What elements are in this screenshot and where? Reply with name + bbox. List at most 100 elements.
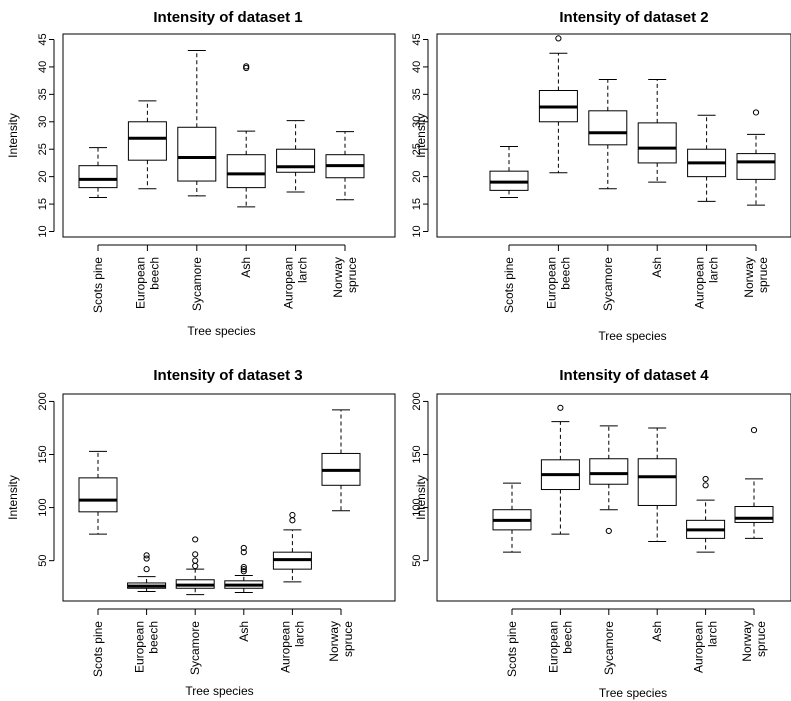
box-6 <box>734 426 774 539</box>
x-tick-label: Europeanbeech <box>133 257 161 309</box>
box-iqr <box>637 458 677 506</box>
x-tick-label-line: Auropean <box>278 621 292 673</box>
outlier-point <box>702 475 709 483</box>
x-tick-label: Europeanbeech <box>544 257 572 309</box>
x-tick-label-line: spruce <box>754 621 768 657</box>
chart-title: Intensity of dataset 3 <box>153 367 302 384</box>
y-tick-label: 45 <box>37 33 49 45</box>
box-iqr <box>78 165 118 189</box>
plot-frame <box>436 33 791 238</box>
box-iqr <box>127 121 167 161</box>
x-tick-label: Sycamore <box>188 621 202 675</box>
x-tick-label-line: European <box>544 257 558 309</box>
x-tick-label-line: larch <box>296 257 310 283</box>
x-tick-label: Scots pine <box>91 257 105 313</box>
box-6 <box>325 131 365 201</box>
box-2 <box>540 404 580 535</box>
outlier-point <box>555 35 562 42</box>
x-tick-label: Ash <box>650 621 664 642</box>
outlier-point <box>605 527 612 535</box>
y-axis-label: Intensity <box>414 475 428 520</box>
y-tick-label: 40 <box>37 61 49 73</box>
x-tick-label-line: Norway <box>742 257 756 298</box>
x-tick-label-line: Auropean <box>692 621 706 673</box>
y-axis: 10 15 20 25 30 35 40 45 <box>37 33 55 238</box>
x-tick-label-line: beech <box>558 257 572 290</box>
y-tick-label: 150 <box>37 445 49 463</box>
box-5 <box>686 475 726 553</box>
outlier-point <box>192 536 199 543</box>
x-tick-label: Europeanbeech <box>546 621 574 673</box>
y-tick-label: 30 <box>37 116 49 128</box>
box-iqr <box>736 153 776 180</box>
x-tick-label-line: European <box>133 257 147 309</box>
chart-title: Intensity of dataset 4 <box>559 367 709 384</box>
box-3 <box>177 49 217 197</box>
y-axis: 50 100 150 200 <box>37 392 55 567</box>
x-axis: Scots pine Europeanbeech Sycamore Ash Aurope… <box>91 244 359 313</box>
box-5 <box>276 120 316 193</box>
x-tick-label: Sycamore <box>602 621 616 675</box>
y-tick-label: 50 <box>411 555 423 567</box>
x-tick-label: Norwayspruce <box>740 621 768 662</box>
box-6 <box>321 409 361 512</box>
x-tick-label-line: beech <box>560 621 574 654</box>
box-2 <box>127 552 167 592</box>
y-tick-label: 45 <box>411 33 423 45</box>
outlier-point <box>289 511 296 519</box>
y-tick-label: 200 <box>37 392 49 410</box>
box-3 <box>588 79 628 190</box>
box-4 <box>224 544 264 594</box>
x-axis-label: Tree species <box>598 329 666 343</box>
y-tick-label: 15 <box>411 198 423 210</box>
chart-panel-3: Intensity of dataset 3 50 100 150 200 Intensi… <box>6 367 396 698</box>
x-tick-label-line: spruce <box>345 257 359 293</box>
y-tick-label: 100 <box>37 498 49 516</box>
x-tick-label-line: larch <box>292 621 306 647</box>
box-4 <box>637 79 677 183</box>
y-tick-label: 200 <box>411 392 423 410</box>
x-tick-label: Sycamore <box>190 257 204 311</box>
box-4 <box>226 63 266 208</box>
outlier-point <box>143 552 150 559</box>
box-1 <box>78 147 118 198</box>
y-tick-label: 35 <box>411 88 423 100</box>
x-tick-label-line: larch <box>707 257 721 283</box>
box-2 <box>127 100 167 190</box>
y-tick-label: 25 <box>411 143 423 155</box>
outlier-point <box>289 517 296 524</box>
box-iqr <box>637 122 677 164</box>
x-tick-label-line: Norway <box>327 621 341 662</box>
x-tick-label: Auropeanlarch <box>278 621 306 673</box>
x-tick-label-line: Norway <box>331 257 345 298</box>
y-tick-label: 10 <box>37 225 49 237</box>
box-iqr <box>226 154 266 189</box>
x-tick-label: Ash <box>239 257 253 278</box>
x-tick-label: Scots pine <box>502 257 516 313</box>
y-tick-label: 20 <box>411 171 423 183</box>
x-tick-label: Auropeanlarch <box>693 257 721 309</box>
y-tick-label: 20 <box>37 171 49 183</box>
outlier-point <box>143 566 150 573</box>
x-axis: Scots pine Europeanbeech Sycamore Ash Aurope… <box>505 608 768 677</box>
box-iqr <box>177 126 217 182</box>
outlier-point <box>750 426 758 434</box>
chart-panel-4: Intensity of dataset 4 50 100 150 200 Intensi… <box>411 367 791 700</box>
x-tick-label: Norwayspruce <box>331 257 359 298</box>
x-tick-label-line: Auropean <box>693 257 707 309</box>
outlier-point <box>192 557 199 564</box>
y-tick-label: 50 <box>37 555 49 567</box>
x-axis-label: Tree species <box>599 686 667 700</box>
outlier-point <box>243 63 250 70</box>
chart-panel-2: Intensity of dataset 2 10 15 20 25 30 35 40 45 In… <box>411 9 791 343</box>
x-tick-label-line: European <box>133 621 147 673</box>
plot-frame <box>436 393 791 602</box>
y-axis-label: Intensity <box>6 113 20 158</box>
chart-title: Intensity of dataset 1 <box>153 9 302 26</box>
y-tick-label: 35 <box>37 88 49 100</box>
x-axis: Scots pine Europeanbeech Sycamore Ash Aurope… <box>502 244 770 313</box>
y-axis: 10 15 20 25 30 35 40 45 <box>411 33 429 238</box>
box-3 <box>589 425 629 535</box>
box-iqr <box>734 506 774 523</box>
